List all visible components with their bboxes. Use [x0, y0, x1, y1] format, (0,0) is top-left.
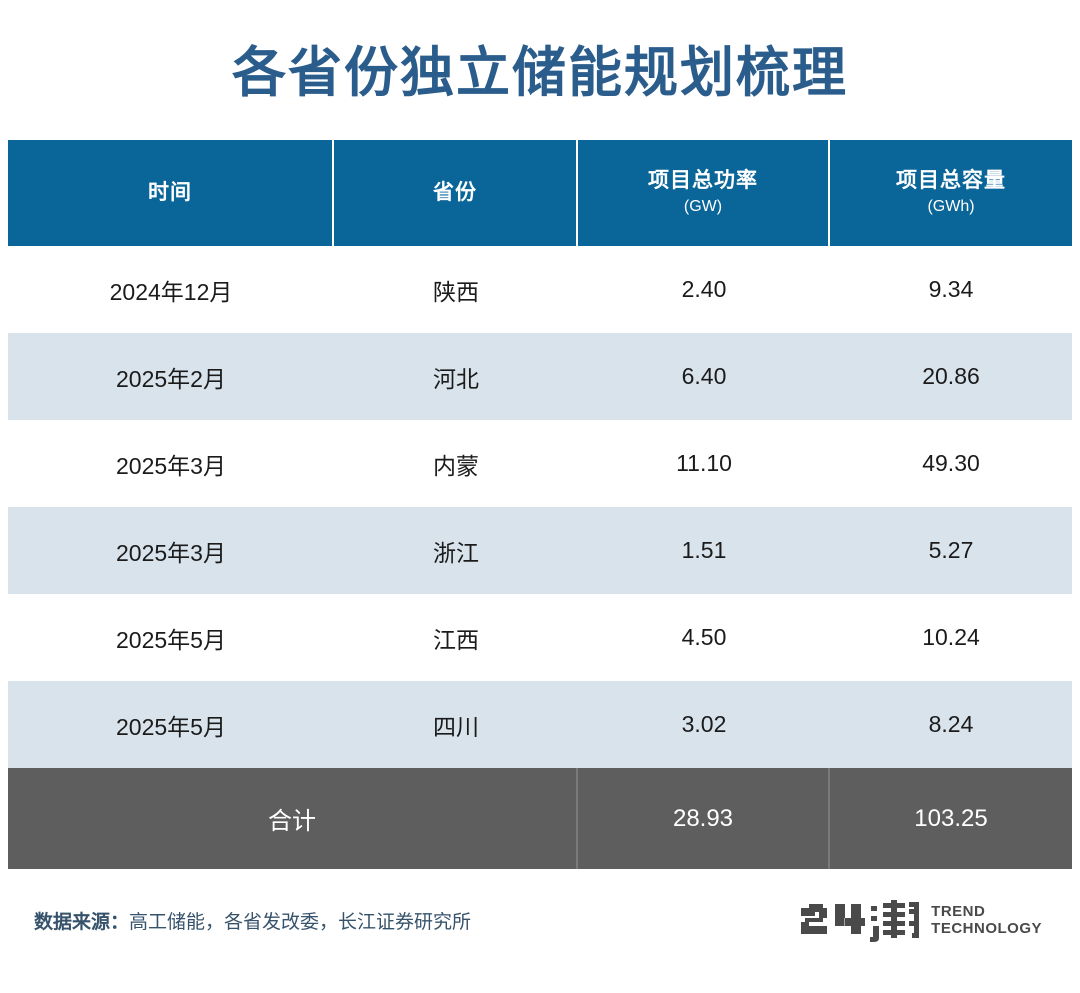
- cell-capacity: 20.86: [922, 363, 980, 389]
- table-total-row: 合计 28.93 103.25: [8, 768, 1072, 869]
- column-header-capacity-unit: (GWh): [927, 197, 975, 215]
- table-row: 2025年3月 浙江 1.51 5.27: [8, 507, 1072, 594]
- column-header-power: 项目总功率 (GW): [578, 140, 830, 246]
- source-label: 数据来源：: [34, 912, 130, 933]
- brand-logo-mark-icon: [801, 899, 920, 942]
- cell-time: 2025年3月: [116, 452, 226, 479]
- cell-time: 2025年5月: [116, 626, 226, 653]
- cell-capacity: 5.27: [928, 537, 974, 563]
- cell-capacity: 49.30: [922, 450, 980, 476]
- brand-logo-line2: TECHNOLOGY: [931, 919, 1042, 937]
- cell-province: 浙江: [433, 539, 479, 566]
- cell-time: 2025年5月: [116, 713, 226, 740]
- column-header-capacity: 项目总容量 (GWh): [830, 140, 1072, 246]
- page-title-container: 各省份独立储能规划梳理: [0, 0, 1080, 140]
- cell-power: 4.50: [681, 624, 727, 650]
- table-row: 2025年5月 江西 4.50 10.24: [8, 594, 1072, 681]
- cell-total-capacity: 103.25: [914, 804, 988, 832]
- brand-logo-line1: TREND: [931, 902, 986, 920]
- column-header-power-label: 项目总功率: [648, 169, 758, 193]
- cell-province: 河北: [433, 365, 479, 392]
- cell-capacity: 10.24: [922, 624, 980, 650]
- brand-logo-text: TREND TECHNOLOGY: [931, 902, 1042, 938]
- footer: 数据来源：高工储能，各省发改委，长江证券研究所: [0, 869, 1080, 972]
- data-table: 时间 省份 项目总功率 (GW) 项目总容量 (GWh) 2024年12月 陕西…: [8, 140, 1072, 869]
- cell-power: 2.40: [681, 276, 727, 302]
- cell-power: 11.10: [676, 450, 732, 476]
- column-header-capacity-label: 项目总容量: [896, 169, 1006, 193]
- table-row: 2024年12月 陕西 2.40 9.34: [8, 246, 1072, 333]
- cell-time: 2025年2月: [116, 365, 226, 392]
- brand-logo: TREND TECHNOLOGY: [799, 898, 1050, 944]
- cell-province: 陕西: [433, 278, 479, 305]
- cell-province: 四川: [433, 713, 479, 740]
- cell-time: 2025年3月: [116, 539, 226, 566]
- cell-capacity: 9.34: [928, 276, 974, 302]
- table-row: 2025年5月 四川 3.02 8.24: [8, 681, 1072, 768]
- cell-total-label: 合计: [8, 768, 578, 869]
- cell-power: 1.51: [681, 537, 727, 563]
- table-row: 2025年3月 内蒙 11.10 49.30: [8, 420, 1072, 507]
- column-header-province: 省份: [334, 140, 578, 246]
- cell-time: 2024年12月: [109, 278, 233, 305]
- source-note: 数据来源：高工储能，各省发改委，长江证券研究所: [34, 907, 471, 934]
- cell-total-power: 28.93: [578, 768, 830, 869]
- table-row: 2025年2月 河北 6.40 20.86: [8, 333, 1072, 420]
- column-header-province-label: 省份: [433, 180, 477, 204]
- source-value: 高工储能，各省发改委，长江证券研究所: [129, 912, 472, 933]
- cell-province: 内蒙: [433, 452, 479, 479]
- table-header-row: 时间 省份 项目总功率 (GW) 项目总容量 (GWh): [8, 140, 1072, 246]
- column-header-power-unit: (GW): [683, 197, 723, 215]
- cell-province: 江西: [433, 626, 479, 653]
- column-header-time-label: 时间: [148, 180, 192, 204]
- cell-capacity: 8.24: [928, 711, 974, 737]
- column-header-time: 时间: [8, 140, 334, 246]
- cell-power: 3.02: [681, 711, 727, 737]
- cell-power: 6.40: [681, 363, 727, 389]
- page-title: 各省份独立储能规划梳理: [232, 43, 848, 103]
